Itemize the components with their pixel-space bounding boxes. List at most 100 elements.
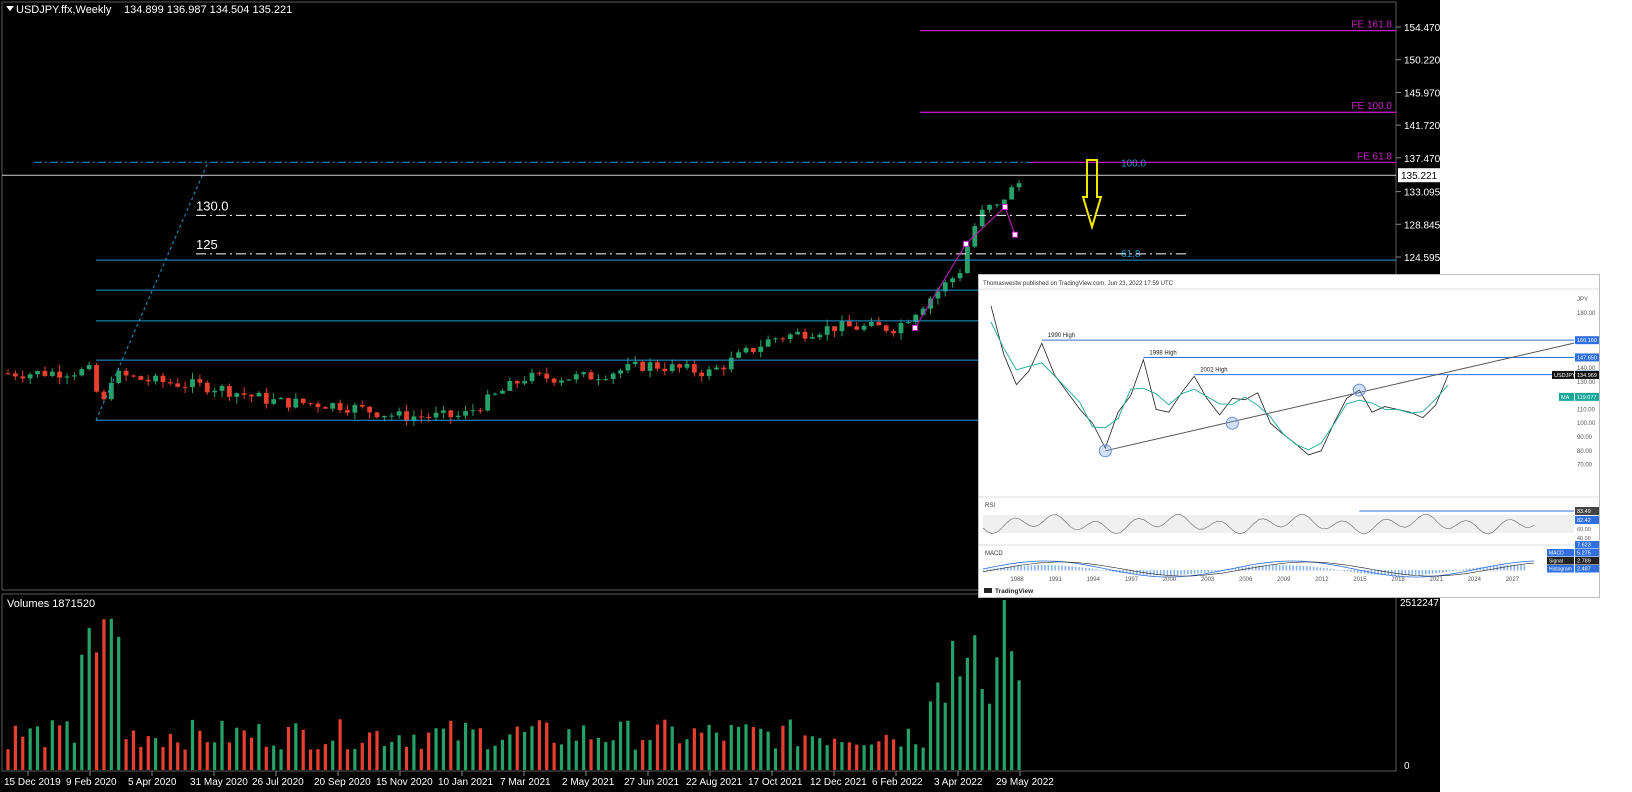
inset-macd-hist bbox=[1020, 565, 1022, 571]
inset-macd-hist bbox=[1146, 570, 1148, 576]
inset-macd-hist bbox=[1445, 570, 1447, 573]
inset-macd-hist bbox=[1156, 570, 1158, 576]
inset-macd-name: MACD bbox=[1549, 551, 1564, 557]
inset-monthly-chart: Thomaswestw published on TradingView.com… bbox=[978, 274, 1600, 598]
inset-macd-hist bbox=[1057, 565, 1060, 571]
candle-body bbox=[758, 346, 764, 352]
volume-bar bbox=[574, 740, 578, 770]
inset-macd-hist bbox=[1469, 568, 1471, 571]
candle-body bbox=[108, 382, 114, 400]
inset-macd-hist bbox=[1489, 566, 1492, 571]
price-axis-label: 124.595 bbox=[1404, 253, 1440, 264]
inset-macd-hist bbox=[1302, 565, 1305, 571]
fe-label: FE 100.0 bbox=[1351, 101, 1392, 112]
candle-body bbox=[249, 394, 254, 397]
inset-macd-hist bbox=[1428, 570, 1430, 575]
candle-body bbox=[500, 390, 505, 394]
inset-macd-hist bbox=[1159, 570, 1162, 576]
inset-macd-hist bbox=[1401, 570, 1403, 576]
inset-axis-label: 110.00 bbox=[1577, 407, 1596, 413]
inset-macd-hist bbox=[1353, 570, 1356, 573]
volume-bar bbox=[168, 733, 172, 770]
inset-macd-hist bbox=[1312, 566, 1315, 571]
candle-body bbox=[942, 282, 948, 292]
inset-macd-hist bbox=[1425, 570, 1427, 575]
candle-body bbox=[522, 381, 527, 384]
inset-macd-name: Signal bbox=[1549, 559, 1563, 565]
volume-bar bbox=[220, 720, 224, 770]
volume-bar bbox=[862, 745, 866, 770]
candle-body bbox=[79, 369, 85, 376]
volume-bar bbox=[198, 730, 202, 770]
volume-bar bbox=[744, 724, 748, 770]
volume-bar bbox=[161, 746, 165, 770]
volume-bar bbox=[825, 745, 829, 770]
inset-macd-hist bbox=[1085, 567, 1087, 571]
inset-macd-name-badge bbox=[1547, 565, 1574, 573]
time-axis-label: 10 Jan 2021 bbox=[438, 777, 493, 788]
volume-bar bbox=[604, 742, 608, 770]
candle-body bbox=[131, 375, 136, 377]
inset-rsi-tick: 60.00 bbox=[1577, 527, 1591, 533]
volume-bar bbox=[345, 749, 350, 770]
candle-body bbox=[677, 364, 682, 368]
inset-rsi-title: RSI bbox=[985, 503, 995, 509]
inset-macd-hist bbox=[1221, 569, 1223, 571]
inset-macd-hist bbox=[1251, 566, 1254, 571]
candle-body bbox=[27, 374, 33, 379]
inset-macd-hist bbox=[1047, 565, 1050, 571]
volume-bar bbox=[427, 732, 431, 770]
candle-body bbox=[94, 365, 99, 392]
volume-zero-label: 0 bbox=[1404, 761, 1410, 772]
inset-macd-hist bbox=[1023, 565, 1026, 571]
candle-body bbox=[234, 393, 240, 397]
volume-bar bbox=[980, 688, 984, 770]
candle-body bbox=[492, 393, 498, 395]
zigzag-point bbox=[1002, 203, 1008, 210]
inset-year-label: 2021 bbox=[1430, 577, 1444, 583]
volume-bar bbox=[471, 729, 475, 770]
candle-body bbox=[477, 410, 483, 412]
time-axis-label: 31 May 2020 bbox=[190, 777, 248, 788]
symbol-label[interactable]: USDJPY.ffx,Weekly bbox=[16, 4, 112, 16]
price-axis-label: 150.220 bbox=[1404, 56, 1440, 67]
inset-price-badge bbox=[1575, 392, 1599, 401]
volume-bar bbox=[958, 676, 962, 770]
inset-macd-hist bbox=[1336, 569, 1339, 571]
candle-body bbox=[920, 308, 926, 315]
candle-body bbox=[655, 362, 660, 369]
volume-bar bbox=[537, 720, 541, 770]
inset-macd-hist bbox=[1108, 570, 1111, 572]
candle-body bbox=[227, 386, 232, 397]
inset-macd-name-badge bbox=[1547, 549, 1574, 557]
inset-macd-hist bbox=[1387, 570, 1390, 576]
volume-bar bbox=[146, 736, 150, 770]
inset-macd-badge-label: 2.789 bbox=[1577, 559, 1591, 565]
volume-chart[interactable]: Volumes 1871520 2512247 0 15 Dec 2019 9 Feb … bbox=[0, 593, 1440, 792]
candle-body bbox=[330, 403, 336, 409]
volume-bar bbox=[279, 749, 283, 770]
inset-year-label: 1991 bbox=[1049, 577, 1063, 583]
candle-body bbox=[795, 331, 801, 335]
inset-year-label: 2003 bbox=[1201, 577, 1215, 583]
inset-macd-hist bbox=[1255, 566, 1257, 571]
price-chart[interactable]: 154.470 150.220 145.970 141.720 137.470 133.0… bbox=[0, 0, 1440, 593]
inset-macd-badge bbox=[1575, 557, 1599, 565]
candle-body bbox=[1001, 199, 1007, 205]
volume-bar bbox=[655, 724, 660, 770]
time-axis-label: 17 Oct 2021 bbox=[748, 777, 803, 788]
candle-body bbox=[219, 386, 225, 391]
candle-body bbox=[308, 403, 313, 405]
candle-body bbox=[197, 379, 203, 383]
inset-price-badge-label: 134.969 bbox=[1577, 373, 1597, 379]
inset-axis-label: 130.00 bbox=[1577, 380, 1596, 386]
inset-macd-hist bbox=[1190, 570, 1192, 575]
volume-bar bbox=[810, 736, 815, 770]
inset-macd-hist bbox=[1006, 567, 1009, 571]
symbol-menu-icon[interactable] bbox=[6, 6, 14, 11]
candle-body bbox=[610, 373, 616, 379]
candle-body bbox=[706, 369, 712, 377]
candle-body bbox=[854, 326, 860, 330]
inset-price-badge bbox=[1575, 370, 1599, 379]
volume-bar bbox=[117, 636, 121, 770]
